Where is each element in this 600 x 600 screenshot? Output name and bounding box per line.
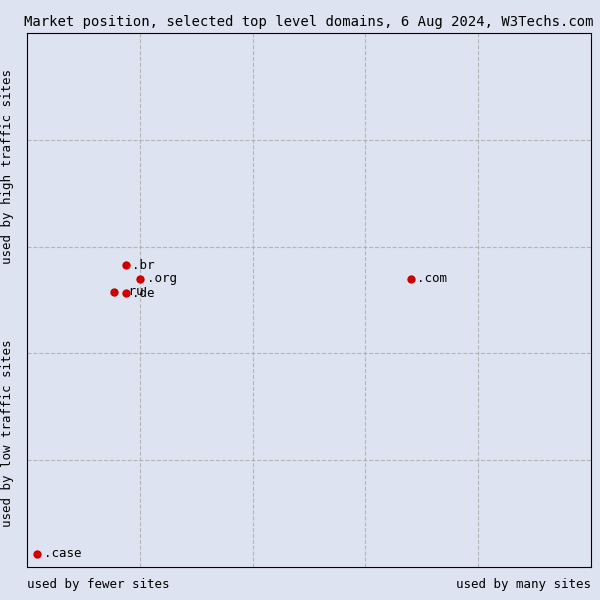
Text: .com: .com [417,272,447,285]
Text: .br: .br [133,259,155,272]
Text: used by high traffic sites: used by high traffic sites [1,69,14,264]
Text: .ru: .ru [121,286,143,298]
Text: used by fewer sites: used by fewer sites [27,578,170,591]
Text: used by low traffic sites: used by low traffic sites [1,340,14,527]
Text: Market position, selected top level domains, 6 Aug 2024, W3Techs.com: Market position, selected top level doma… [24,15,594,29]
Text: .de: .de [133,287,155,299]
Text: .case: .case [44,547,82,560]
Text: .org: .org [146,272,176,285]
Text: used by many sites: used by many sites [456,578,591,591]
